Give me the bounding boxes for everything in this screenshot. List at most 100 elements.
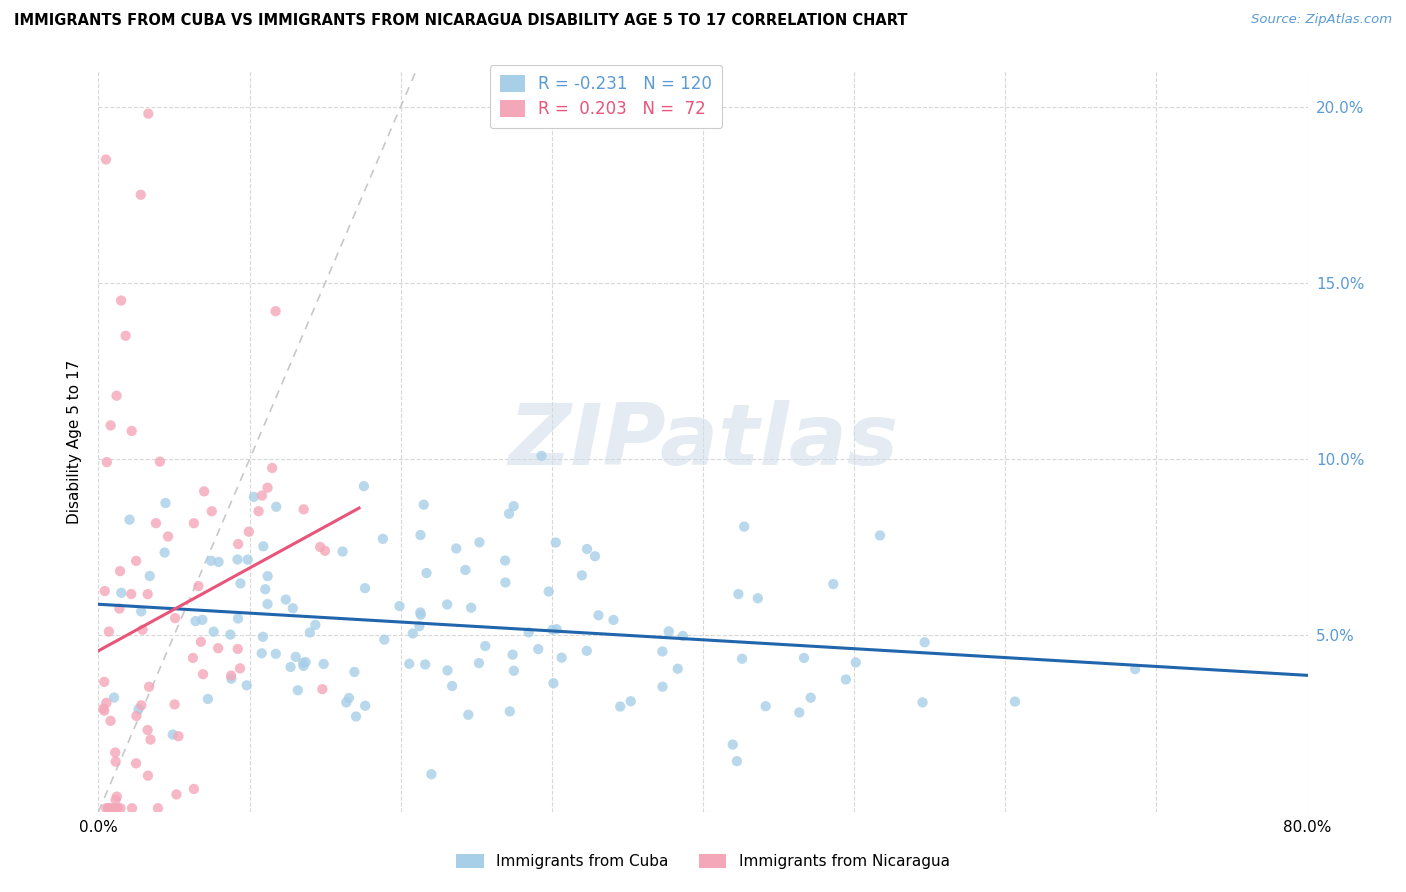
Point <box>1123 662 1146 676</box>
Point <box>100 418 122 433</box>
Point <box>97 624 120 639</box>
Point <box>408 619 430 633</box>
Point <box>337 691 360 706</box>
Point <box>502 648 524 662</box>
Point <box>254 582 277 597</box>
Point <box>93 674 115 689</box>
Point <box>250 646 273 660</box>
Point <box>409 607 432 622</box>
Point <box>494 553 516 567</box>
Point <box>136 106 159 120</box>
Point <box>292 658 315 673</box>
Point <box>800 690 823 705</box>
Point <box>226 552 249 566</box>
Point <box>191 667 214 681</box>
Point <box>373 632 395 647</box>
Point <box>588 608 610 623</box>
Point <box>129 187 152 202</box>
Point <box>105 801 128 815</box>
Point <box>371 532 394 546</box>
Point <box>537 584 560 599</box>
Point <box>354 698 377 713</box>
Text: ZIPatlas: ZIPatlas <box>508 400 898 483</box>
Point <box>287 683 309 698</box>
Point <box>97 801 120 815</box>
Point <box>190 635 212 649</box>
Point <box>725 754 748 768</box>
Point <box>332 544 354 558</box>
Point <box>207 641 229 656</box>
Point <box>292 502 315 516</box>
Point <box>845 656 868 670</box>
Text: Source: ZipAtlas.com: Source: ZipAtlas.com <box>1251 13 1392 27</box>
Point <box>121 424 143 438</box>
Point <box>128 702 150 716</box>
Point <box>658 624 681 639</box>
Point <box>202 624 225 639</box>
Point <box>274 592 297 607</box>
Point <box>264 304 287 318</box>
Legend: R = -0.231   N = 120, R =  0.203   N =  72: R = -0.231 N = 120, R = 0.203 N = 72 <box>491 65 723 128</box>
Point <box>1004 695 1026 709</box>
Point <box>294 655 316 669</box>
Point <box>96 455 118 469</box>
Point <box>136 587 159 601</box>
Point <box>96 696 118 710</box>
Point <box>125 756 148 771</box>
Point <box>304 618 326 632</box>
Point <box>184 614 207 628</box>
Point <box>353 479 375 493</box>
Point <box>755 699 778 714</box>
Point <box>354 581 377 595</box>
Point <box>131 698 153 713</box>
Point <box>120 587 142 601</box>
Point <box>312 657 335 671</box>
Point <box>413 657 436 672</box>
Point <box>162 728 184 742</box>
Point <box>252 539 274 553</box>
Point <box>256 597 278 611</box>
Point <box>454 563 477 577</box>
Point <box>93 704 115 718</box>
Point <box>530 449 553 463</box>
Point <box>436 664 458 678</box>
Point <box>666 662 689 676</box>
Point <box>914 635 936 649</box>
Point <box>98 801 121 815</box>
Point <box>100 714 122 728</box>
Point <box>609 699 631 714</box>
Point <box>672 629 695 643</box>
Point <box>136 769 159 783</box>
Point <box>457 707 479 722</box>
Point <box>284 649 307 664</box>
Point <box>409 528 432 542</box>
Point <box>314 544 336 558</box>
Point <box>576 541 599 556</box>
Point <box>262 461 284 475</box>
Point <box>468 656 491 670</box>
Point <box>727 587 749 601</box>
Point <box>165 611 187 625</box>
Point <box>193 484 215 499</box>
Point <box>280 660 302 674</box>
Point <box>250 489 273 503</box>
Point <box>583 549 606 564</box>
Point <box>139 732 162 747</box>
Point <box>110 293 132 308</box>
Point <box>502 499 524 513</box>
Point <box>247 504 270 518</box>
Point <box>869 528 891 542</box>
Point <box>121 801 143 815</box>
Point <box>229 661 252 675</box>
Point <box>787 706 810 720</box>
Point <box>474 639 496 653</box>
Point <box>226 537 249 551</box>
Point <box>183 516 205 531</box>
Point <box>136 723 159 737</box>
Point <box>153 545 176 559</box>
Point <box>110 801 132 815</box>
Point <box>146 801 169 815</box>
Point <box>651 680 673 694</box>
Point <box>125 554 148 568</box>
Point <box>229 576 252 591</box>
